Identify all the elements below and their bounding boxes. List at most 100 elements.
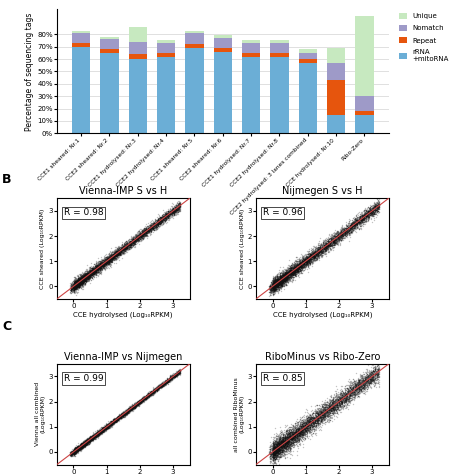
Point <box>287 267 295 275</box>
Point <box>103 422 111 430</box>
Point <box>343 392 350 400</box>
Point <box>70 284 78 292</box>
Point <box>124 408 132 416</box>
Point <box>330 409 337 417</box>
Point <box>109 419 116 426</box>
Point <box>87 270 95 278</box>
Point <box>100 424 108 432</box>
Point <box>332 401 339 409</box>
Point <box>113 253 121 260</box>
Point <box>291 267 299 275</box>
Point <box>322 410 329 417</box>
Point <box>86 433 94 441</box>
Point <box>102 259 110 267</box>
Point <box>114 413 122 421</box>
Point <box>77 443 85 450</box>
Point <box>266 442 273 449</box>
Point <box>134 233 141 241</box>
Point <box>102 259 109 266</box>
Point <box>309 414 316 421</box>
Point <box>292 431 299 439</box>
Point <box>134 233 142 240</box>
Point <box>81 277 88 285</box>
Point <box>97 259 105 267</box>
Point <box>82 276 89 284</box>
Point <box>270 441 278 448</box>
Point <box>102 419 109 427</box>
Point <box>349 223 356 230</box>
Point <box>109 421 116 428</box>
Point <box>106 422 114 429</box>
Point <box>290 270 298 277</box>
Point <box>274 449 282 456</box>
Point <box>269 447 277 455</box>
Point <box>270 448 277 456</box>
Point <box>305 423 313 431</box>
Point <box>79 441 86 449</box>
Point <box>78 274 86 282</box>
Point <box>134 401 141 408</box>
Point <box>107 252 115 259</box>
Point <box>84 271 91 279</box>
Point <box>334 397 342 405</box>
Point <box>292 430 300 438</box>
Point <box>165 210 173 218</box>
Point <box>158 218 165 226</box>
Point <box>132 235 139 243</box>
Point <box>328 236 336 243</box>
Point <box>123 410 130 418</box>
Point <box>342 395 349 402</box>
Point <box>79 440 86 448</box>
Point <box>99 427 106 434</box>
Point <box>268 283 276 291</box>
Point <box>325 403 333 411</box>
Point <box>115 415 122 422</box>
Point <box>332 400 339 407</box>
Point <box>306 415 314 423</box>
Point <box>284 428 292 436</box>
Point <box>374 209 381 216</box>
Point <box>70 446 77 454</box>
Point <box>98 427 105 435</box>
Point <box>301 258 309 265</box>
Point <box>274 441 282 449</box>
Point <box>337 231 345 238</box>
Point <box>174 368 182 375</box>
Point <box>365 208 372 215</box>
Point <box>271 284 279 292</box>
Point <box>76 443 83 451</box>
Point <box>144 225 151 233</box>
Point <box>296 431 304 438</box>
Point <box>169 375 176 383</box>
Point <box>295 435 303 443</box>
Point <box>128 402 136 410</box>
Point <box>71 279 78 286</box>
Point <box>346 383 354 391</box>
Point <box>77 277 85 284</box>
Point <box>82 438 90 445</box>
Point <box>301 423 309 430</box>
Point <box>301 262 309 269</box>
Point <box>287 432 294 440</box>
Point <box>128 405 136 413</box>
Point <box>332 229 340 237</box>
Point <box>68 288 75 295</box>
Point <box>286 273 293 280</box>
Point <box>107 255 115 263</box>
Point <box>373 371 381 378</box>
Point <box>119 246 127 253</box>
Point <box>357 219 365 227</box>
Point <box>154 385 161 392</box>
Point <box>119 248 127 255</box>
Point <box>281 433 289 440</box>
Point <box>339 228 346 235</box>
Point <box>82 440 89 447</box>
Point <box>358 385 366 393</box>
Point <box>272 443 279 450</box>
Point <box>73 280 81 287</box>
Point <box>308 420 315 428</box>
Point <box>99 265 106 273</box>
Point <box>316 245 324 253</box>
Point <box>343 232 350 239</box>
Point <box>106 420 113 428</box>
